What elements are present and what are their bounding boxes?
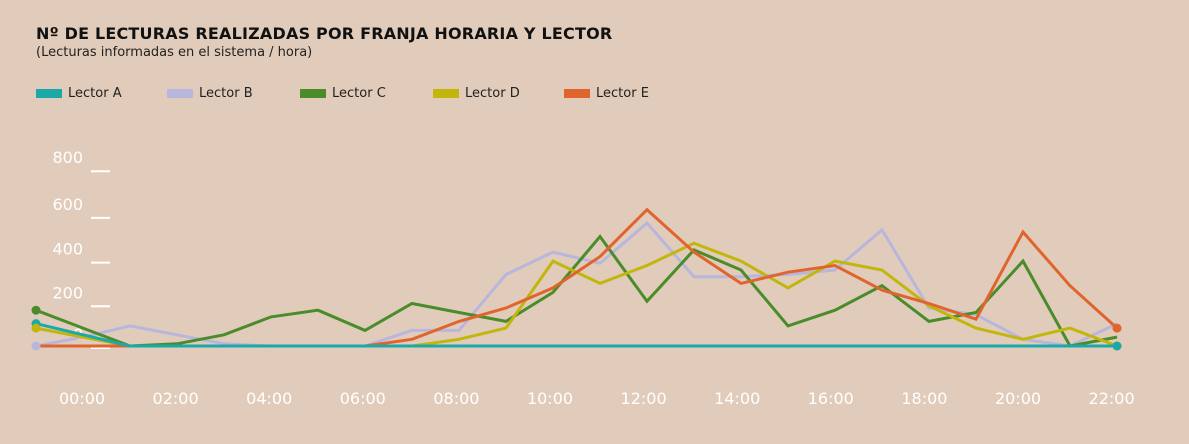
y-tick-label: 800 <box>52 148 83 167</box>
x-tick-label: 16:00 <box>808 389 854 408</box>
x-tick-label: 12:00 <box>621 389 667 408</box>
y-tick-label: 400 <box>52 240 83 259</box>
legend-item-lector-a: Lector A <box>36 86 122 101</box>
chart-title: Nº DE LECTURAS REALIZADAS POR FRANJA HOR… <box>36 24 613 43</box>
legend-swatch <box>167 89 193 98</box>
legend-item-lector-b: Lector B <box>167 86 253 101</box>
x-tick-label: 18:00 <box>901 389 947 408</box>
series-endpoint-dot <box>1112 341 1122 351</box>
series-line-lector-e <box>36 207 1119 348</box>
series-endpoint-dot <box>31 341 41 351</box>
y-tick-label: 200 <box>52 283 83 302</box>
legend-label: Lector E <box>596 86 649 101</box>
legend-label: Lector C <box>332 86 386 101</box>
legend-swatch <box>300 89 326 98</box>
series-line-lector-b <box>35 220 1118 348</box>
x-tick-label: 04:00 <box>246 389 292 408</box>
x-tick-label: 08:00 <box>433 389 479 408</box>
series-endpoint-dot <box>31 305 41 315</box>
legend-item-lector-e: Lector E <box>564 86 649 101</box>
x-tick-label: 20:00 <box>995 389 1041 408</box>
legend-item-lector-c: Lector C <box>300 86 386 101</box>
series-lines <box>31 207 1122 351</box>
legend-swatch <box>36 89 62 98</box>
x-tick-label: 22:00 <box>1089 389 1135 408</box>
x-axis: 00:00 02:00 04:00 06:00 08:00 10:00 12:00 14:00… <box>59 389 1135 408</box>
chart-legend: Lector A Lector B Lector C Lector D Lect… <box>0 86 1189 106</box>
x-tick-label: 10:00 <box>527 389 573 408</box>
series-endpoint-dot <box>1112 323 1122 333</box>
legend-label: Lector D <box>465 86 520 101</box>
legend-label: Lector A <box>68 86 122 101</box>
series-line-lector-a <box>35 322 1117 348</box>
series-endpoint-dot <box>31 323 41 333</box>
y-tick-label: 600 <box>52 195 83 214</box>
x-tick-label: 14:00 <box>714 389 760 408</box>
x-tick-label: 02:00 <box>153 389 199 408</box>
legend-swatch <box>564 89 590 98</box>
series-line-lector-c <box>35 234 1118 348</box>
legend-item-lector-d: Lector D <box>433 86 520 101</box>
chart-subtitle: (Lecturas informadas en el sistema / hor… <box>36 45 313 60</box>
legend-swatch <box>433 89 459 98</box>
x-tick-label: 00:00 <box>59 389 105 408</box>
x-tick-label: 06:00 <box>340 389 386 408</box>
legend-label: Lector B <box>199 86 253 101</box>
